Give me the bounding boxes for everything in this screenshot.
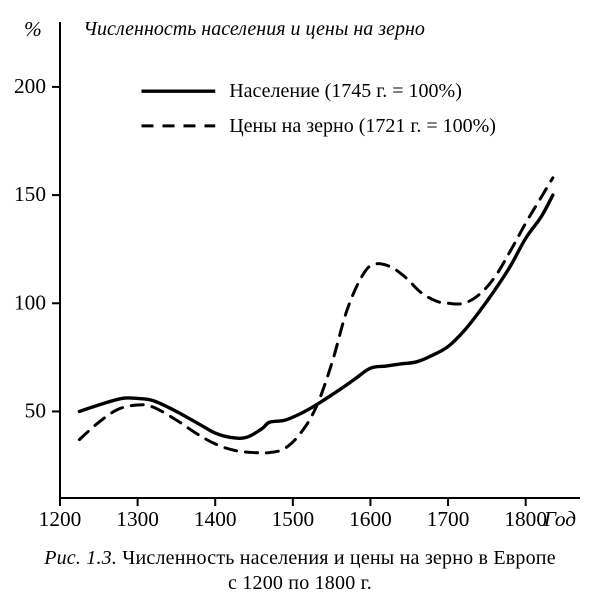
y-tick-label: 200 [14,74,46,98]
caption-line2: с 1200 по 1800 г. [228,572,372,594]
caption-line1: Численность населения и цены на зерно в … [122,547,556,569]
x-axis-label: Год [543,507,576,531]
x-tick-label: 1400 [194,507,237,531]
chart-title: Численность населения и цены на зерно [83,18,425,40]
x-tick-label: 1700 [427,507,470,531]
figure-caption: Рис. 1.3. Численность населения и цены н… [0,546,600,596]
x-tick-label: 1500 [272,507,315,531]
x-tick-label: 1600 [349,507,392,531]
x-tick-label: 1800 [504,507,547,531]
x-tick-label: 1200 [39,507,82,531]
x-tick-label: 1300 [116,507,159,531]
legend-label: Население (1745 г. = 100%) [229,80,462,102]
legend-label: Цены на зерно (1721 г. = 100%) [229,115,496,137]
y-tick-label: 150 [14,182,46,206]
y-axis-label: % [24,17,42,41]
y-tick-label: 100 [14,290,46,314]
caption-label: Рис. 1.3. [44,547,117,569]
y-tick-label: 50 [25,398,46,422]
line-chart: 50 100 150 200% 1200 1300 1400 1500 1600 1700 1800… [0,0,600,604]
